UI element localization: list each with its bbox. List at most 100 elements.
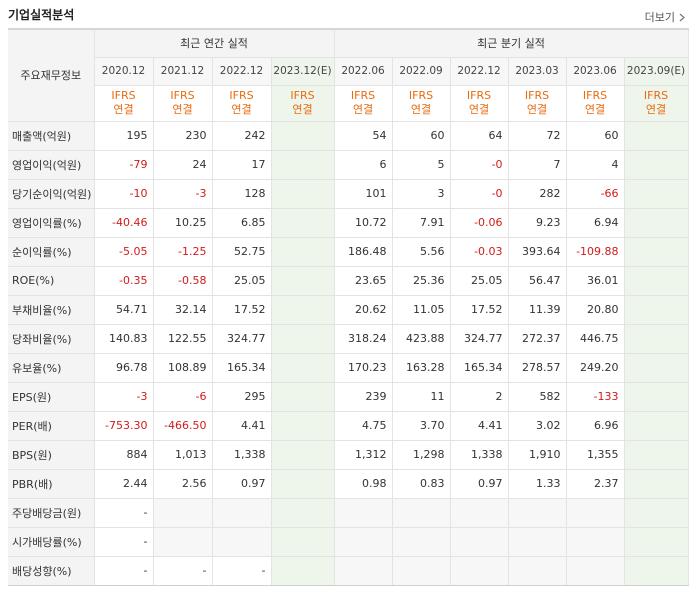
table-row: BPS(원) 884 1,013 1,338 1,312 1,298 1,338 1,910 1… bbox=[8, 439, 689, 470]
basis-standard: IFRS bbox=[111, 89, 136, 102]
basis-header: IFRS 연결 bbox=[152, 84, 213, 122]
table-cell: 165.34 bbox=[211, 352, 272, 383]
table-cell bbox=[623, 120, 689, 151]
table-cell bbox=[623, 294, 689, 325]
table-row: 매출액(억원) 195 230 242 54 60 64 72 60 bbox=[8, 120, 689, 151]
table-cell bbox=[565, 555, 625, 586]
table-cell: 3.70 bbox=[391, 410, 451, 441]
table-cell bbox=[449, 497, 509, 528]
period-header: 2021.12 bbox=[152, 56, 213, 86]
table-cell: 1,298 bbox=[391, 439, 451, 470]
table-cell: 2.44 bbox=[93, 468, 154, 499]
table-cell: -0.35 bbox=[93, 265, 154, 296]
table-cell: 6 bbox=[333, 149, 393, 180]
basis-header: IFRS 연결 bbox=[565, 84, 625, 122]
table-cell: 56.47 bbox=[507, 265, 567, 296]
table-cell: 6.85 bbox=[211, 207, 272, 238]
row-header-title: 주요재무정보 bbox=[8, 28, 95, 122]
table-cell: 163.28 bbox=[391, 352, 451, 383]
table-cell: 0.98 bbox=[333, 468, 393, 499]
table-cell: 0.97 bbox=[211, 468, 272, 499]
table-cell bbox=[211, 497, 272, 528]
table-cell bbox=[333, 497, 393, 528]
table-cell bbox=[270, 294, 335, 325]
table-cell bbox=[333, 555, 393, 586]
table-cell bbox=[152, 526, 213, 557]
period-header: 2022.12 bbox=[211, 56, 272, 86]
row-label: BPS(원) bbox=[8, 439, 95, 470]
table-cell: -109.88 bbox=[565, 236, 625, 267]
row-label: 시가배당률(%) bbox=[8, 526, 95, 557]
table-cell: 272.37 bbox=[507, 323, 567, 354]
row-label: 당좌비율(%) bbox=[8, 323, 95, 354]
table-cell bbox=[391, 497, 451, 528]
table-row: 순이익률(%) -5.05 -1.25 52.75 186.48 5.56 -0.03 393… bbox=[8, 236, 689, 267]
basis-standard: IFRS bbox=[466, 89, 492, 102]
basis-header: IFRS 연결 bbox=[93, 84, 154, 122]
table-cell: -466.50 bbox=[152, 410, 213, 441]
basis-consolidation: 연결 bbox=[352, 103, 374, 116]
table-cell: 1,355 bbox=[565, 439, 625, 470]
table-cell bbox=[623, 526, 689, 557]
table-cell: 32.14 bbox=[152, 294, 213, 325]
table-cell bbox=[270, 323, 335, 354]
basis-standard: IFRS bbox=[643, 89, 669, 102]
table-cell bbox=[270, 352, 335, 383]
basis-header: IFRS 연결 bbox=[449, 84, 509, 122]
table-cell: 170.23 bbox=[333, 352, 393, 383]
table-cell: 446.75 bbox=[565, 323, 625, 354]
table-cell bbox=[623, 410, 689, 441]
table-cell: 11 bbox=[391, 381, 451, 412]
table-cell: 54.71 bbox=[93, 294, 154, 325]
row-label: 매출액(억원) bbox=[8, 120, 95, 151]
table-cell: 7 bbox=[507, 149, 567, 180]
basis-standard: IFRS bbox=[229, 89, 254, 102]
table-cell: 60 bbox=[391, 120, 451, 151]
table-cell bbox=[507, 497, 567, 528]
table-cell: 20.62 bbox=[333, 294, 393, 325]
table-cell: 242 bbox=[211, 120, 272, 151]
row-label: 부채비율(%) bbox=[8, 294, 95, 325]
period-header: 2023.03 bbox=[507, 56, 567, 86]
more-link[interactable]: 더보기 bbox=[645, 9, 687, 25]
table-cell: 4.41 bbox=[211, 410, 272, 441]
basis-standard: IFRS bbox=[170, 89, 195, 102]
basis-header: IFRS 연결 bbox=[391, 84, 451, 122]
table-cell: 239 bbox=[333, 381, 393, 412]
table-cell bbox=[507, 526, 567, 557]
table-cell bbox=[623, 178, 689, 209]
table-cell: - bbox=[93, 526, 154, 557]
table-cell bbox=[565, 497, 625, 528]
table-cell: 60 bbox=[565, 120, 625, 151]
table-row: ROE(%) -0.35 -0.58 25.05 23.65 25.36 25.05 56.4… bbox=[8, 265, 689, 296]
period-header: 2023.06 bbox=[565, 56, 625, 86]
table-cell: 9.23 bbox=[507, 207, 567, 238]
period-header: 2022.12 bbox=[449, 56, 509, 86]
table-row: EPS(원) -3 -6 295 239 11 2 582 -133 bbox=[8, 381, 689, 412]
table-cell bbox=[623, 265, 689, 296]
table-cell: -66 bbox=[565, 178, 625, 209]
table-row: 당좌비율(%) 140.83 122.55 324.77 318.24 423.88 324… bbox=[8, 323, 689, 354]
table-row: 배당성향(%) - - - bbox=[8, 555, 689, 586]
basis-consolidation: 연결 bbox=[292, 103, 313, 116]
table-cell: 2 bbox=[449, 381, 509, 412]
table-cell: 295 bbox=[211, 381, 272, 412]
period-header: 2023.09(E) bbox=[623, 56, 689, 86]
basis-standard: IFRS bbox=[524, 89, 550, 102]
table-cell: 36.01 bbox=[565, 265, 625, 296]
table-cell: 17.52 bbox=[449, 294, 509, 325]
table-cell: 23.65 bbox=[333, 265, 393, 296]
table-cell: 17.52 bbox=[211, 294, 272, 325]
table-cell: 10.72 bbox=[333, 207, 393, 238]
annual-group-header: 최근 연간 실적 bbox=[93, 28, 335, 58]
table-cell: 278.57 bbox=[507, 352, 567, 383]
row-label: EPS(원) bbox=[8, 381, 95, 412]
basis-consolidation: 연결 bbox=[231, 103, 252, 116]
basis-header: IFRS 연결 bbox=[270, 84, 335, 122]
table-cell: 4 bbox=[565, 149, 625, 180]
basis-consolidation: 연결 bbox=[172, 103, 193, 116]
table-cell: 3 bbox=[391, 178, 451, 209]
table-cell: 17 bbox=[211, 149, 272, 180]
table-cell bbox=[623, 381, 689, 412]
table-cell: 6.94 bbox=[565, 207, 625, 238]
